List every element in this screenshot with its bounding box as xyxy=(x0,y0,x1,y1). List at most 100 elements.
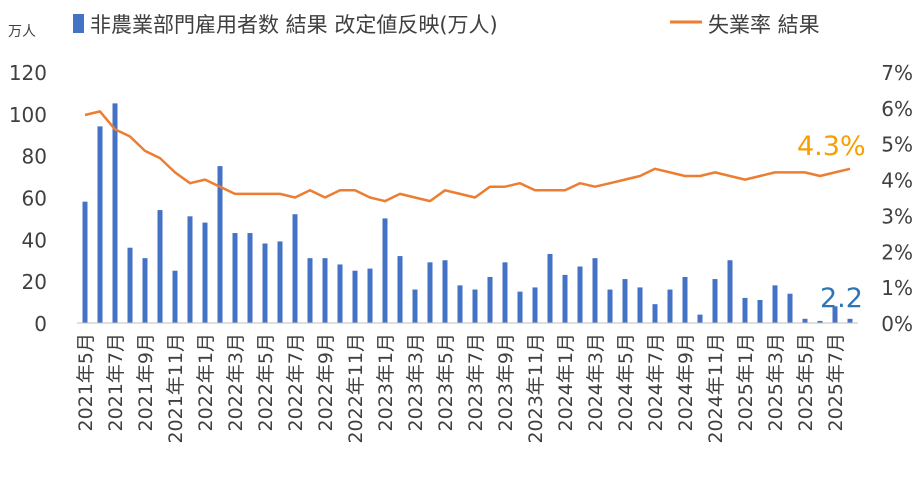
x-axis-tick-label: 2022年3月 xyxy=(225,333,247,431)
x-axis-tick-label: 2023年1月 xyxy=(375,333,397,431)
x-axis-tick-label: 2022年1月 xyxy=(195,333,217,431)
bar xyxy=(382,218,388,323)
x-axis-tick-label: 2024年3月 xyxy=(585,333,607,431)
bar xyxy=(457,285,463,323)
bar xyxy=(97,126,103,323)
x-axis-tick-label: 2021年7月 xyxy=(105,333,127,431)
bar-series xyxy=(82,103,853,323)
x-axis-tick-label: 2024年1月 xyxy=(555,333,577,431)
x-axis-tick-label: 2025年7月 xyxy=(825,333,847,431)
bar xyxy=(442,260,448,323)
right-axis: 0% 1% 2% 3% 4% 5% 6% 7% xyxy=(881,61,913,336)
bar xyxy=(307,258,313,323)
bar xyxy=(472,289,478,323)
bar xyxy=(787,293,793,323)
x-axis-tick-label: 2025年3月 xyxy=(765,333,787,431)
bar xyxy=(637,287,643,323)
bar xyxy=(847,318,853,323)
right-axis-tick-label: 2% xyxy=(881,240,913,264)
bar xyxy=(502,262,508,323)
right-axis-tick-label: 0% xyxy=(881,312,913,336)
line-series xyxy=(84,110,851,203)
bar xyxy=(487,276,493,323)
bar xyxy=(697,314,703,323)
x-axis-tick-label: 2025年1月 xyxy=(735,333,757,431)
bar xyxy=(562,274,568,323)
bar xyxy=(772,285,778,323)
bar xyxy=(172,270,178,323)
x-axis-tick-label: 2024年11月 xyxy=(705,333,727,444)
bar xyxy=(532,287,538,323)
x-axis-tick-label: 2023年11月 xyxy=(525,333,547,444)
bar xyxy=(262,243,268,323)
bar xyxy=(397,256,403,323)
legend-line-label: 失業率 結果 xyxy=(708,13,820,37)
bar xyxy=(592,258,598,323)
bar xyxy=(652,304,658,323)
bar xyxy=(817,320,823,323)
bar xyxy=(337,264,343,323)
bar xyxy=(82,201,88,323)
bar xyxy=(112,103,118,323)
bar xyxy=(427,262,433,323)
x-axis-tick-label: 2022年11月 xyxy=(345,333,367,444)
x-axis-tick-label: 2023年7月 xyxy=(465,333,487,431)
bar xyxy=(742,297,748,323)
right-axis-tick-label: 5% xyxy=(881,133,913,157)
left-axis: 0 20 40 60 80 100 120 xyxy=(9,61,47,336)
bar xyxy=(832,306,838,323)
left-axis-tick-label: 120 xyxy=(9,61,47,85)
x-axis-tick-label: 2023年5月 xyxy=(435,333,457,431)
right-axis-tick-label: 6% xyxy=(881,97,913,121)
bar xyxy=(127,247,133,323)
bar xyxy=(157,210,163,323)
right-axis-tick-label: 7% xyxy=(881,61,913,85)
bar xyxy=(517,291,523,323)
left-axis-unit: 万人 xyxy=(8,24,36,40)
bar xyxy=(187,216,193,323)
bar xyxy=(547,253,553,323)
bar xyxy=(802,318,808,323)
bar xyxy=(367,268,373,323)
right-axis-tick-label: 1% xyxy=(881,276,913,300)
bar xyxy=(667,289,673,323)
bar xyxy=(757,299,763,323)
x-axis-tick-label: 2021年9月 xyxy=(135,333,157,431)
bar xyxy=(322,258,328,323)
bar xyxy=(247,233,253,323)
bar xyxy=(142,258,148,323)
bar xyxy=(202,222,208,323)
left-axis-tick-label: 40 xyxy=(22,228,47,252)
left-axis-tick-label: 80 xyxy=(22,145,47,169)
x-axis-tick-label: 2022年7月 xyxy=(285,333,307,431)
bar xyxy=(352,270,358,323)
annotation-unemployment: 4.3% xyxy=(797,131,866,162)
bar xyxy=(727,260,733,323)
legend: 非農業部門雇用者数 結果 改定値反映(万人) 失業率 結果 xyxy=(73,13,820,37)
x-axis-tick-label: 2024年9月 xyxy=(675,333,697,431)
bar xyxy=(577,266,583,323)
unemployment-line xyxy=(84,110,851,203)
x-axis-tick-label: 2022年5月 xyxy=(255,333,277,431)
bar xyxy=(412,289,418,323)
bar xyxy=(217,166,223,323)
left-axis-tick-label: 0 xyxy=(34,312,47,336)
x-axis-tick-label: 2023年3月 xyxy=(405,333,427,431)
annotation-payrolls: 2.2 xyxy=(820,283,863,314)
left-axis-tick-label: 100 xyxy=(9,103,47,127)
right-axis-tick-label: 3% xyxy=(881,204,913,228)
legend-bar-swatch xyxy=(73,14,84,33)
legend-bar-label: 非農業部門雇用者数 結果 改定値反映(万人) xyxy=(90,13,498,37)
bar xyxy=(607,289,613,323)
bar xyxy=(292,214,298,323)
x-axis-tick-label: 2024年7月 xyxy=(645,333,667,431)
left-axis-tick-label: 60 xyxy=(22,187,47,211)
bar xyxy=(622,279,628,323)
annotations: 4.3% 2.2 xyxy=(797,131,866,314)
x-axis-tick-label: 2021年5月 xyxy=(75,333,97,431)
bar xyxy=(682,276,688,323)
left-axis-tick-label: 20 xyxy=(22,270,47,294)
bar xyxy=(277,241,283,323)
x-axis-tick-label: 2024年5月 xyxy=(615,333,637,431)
